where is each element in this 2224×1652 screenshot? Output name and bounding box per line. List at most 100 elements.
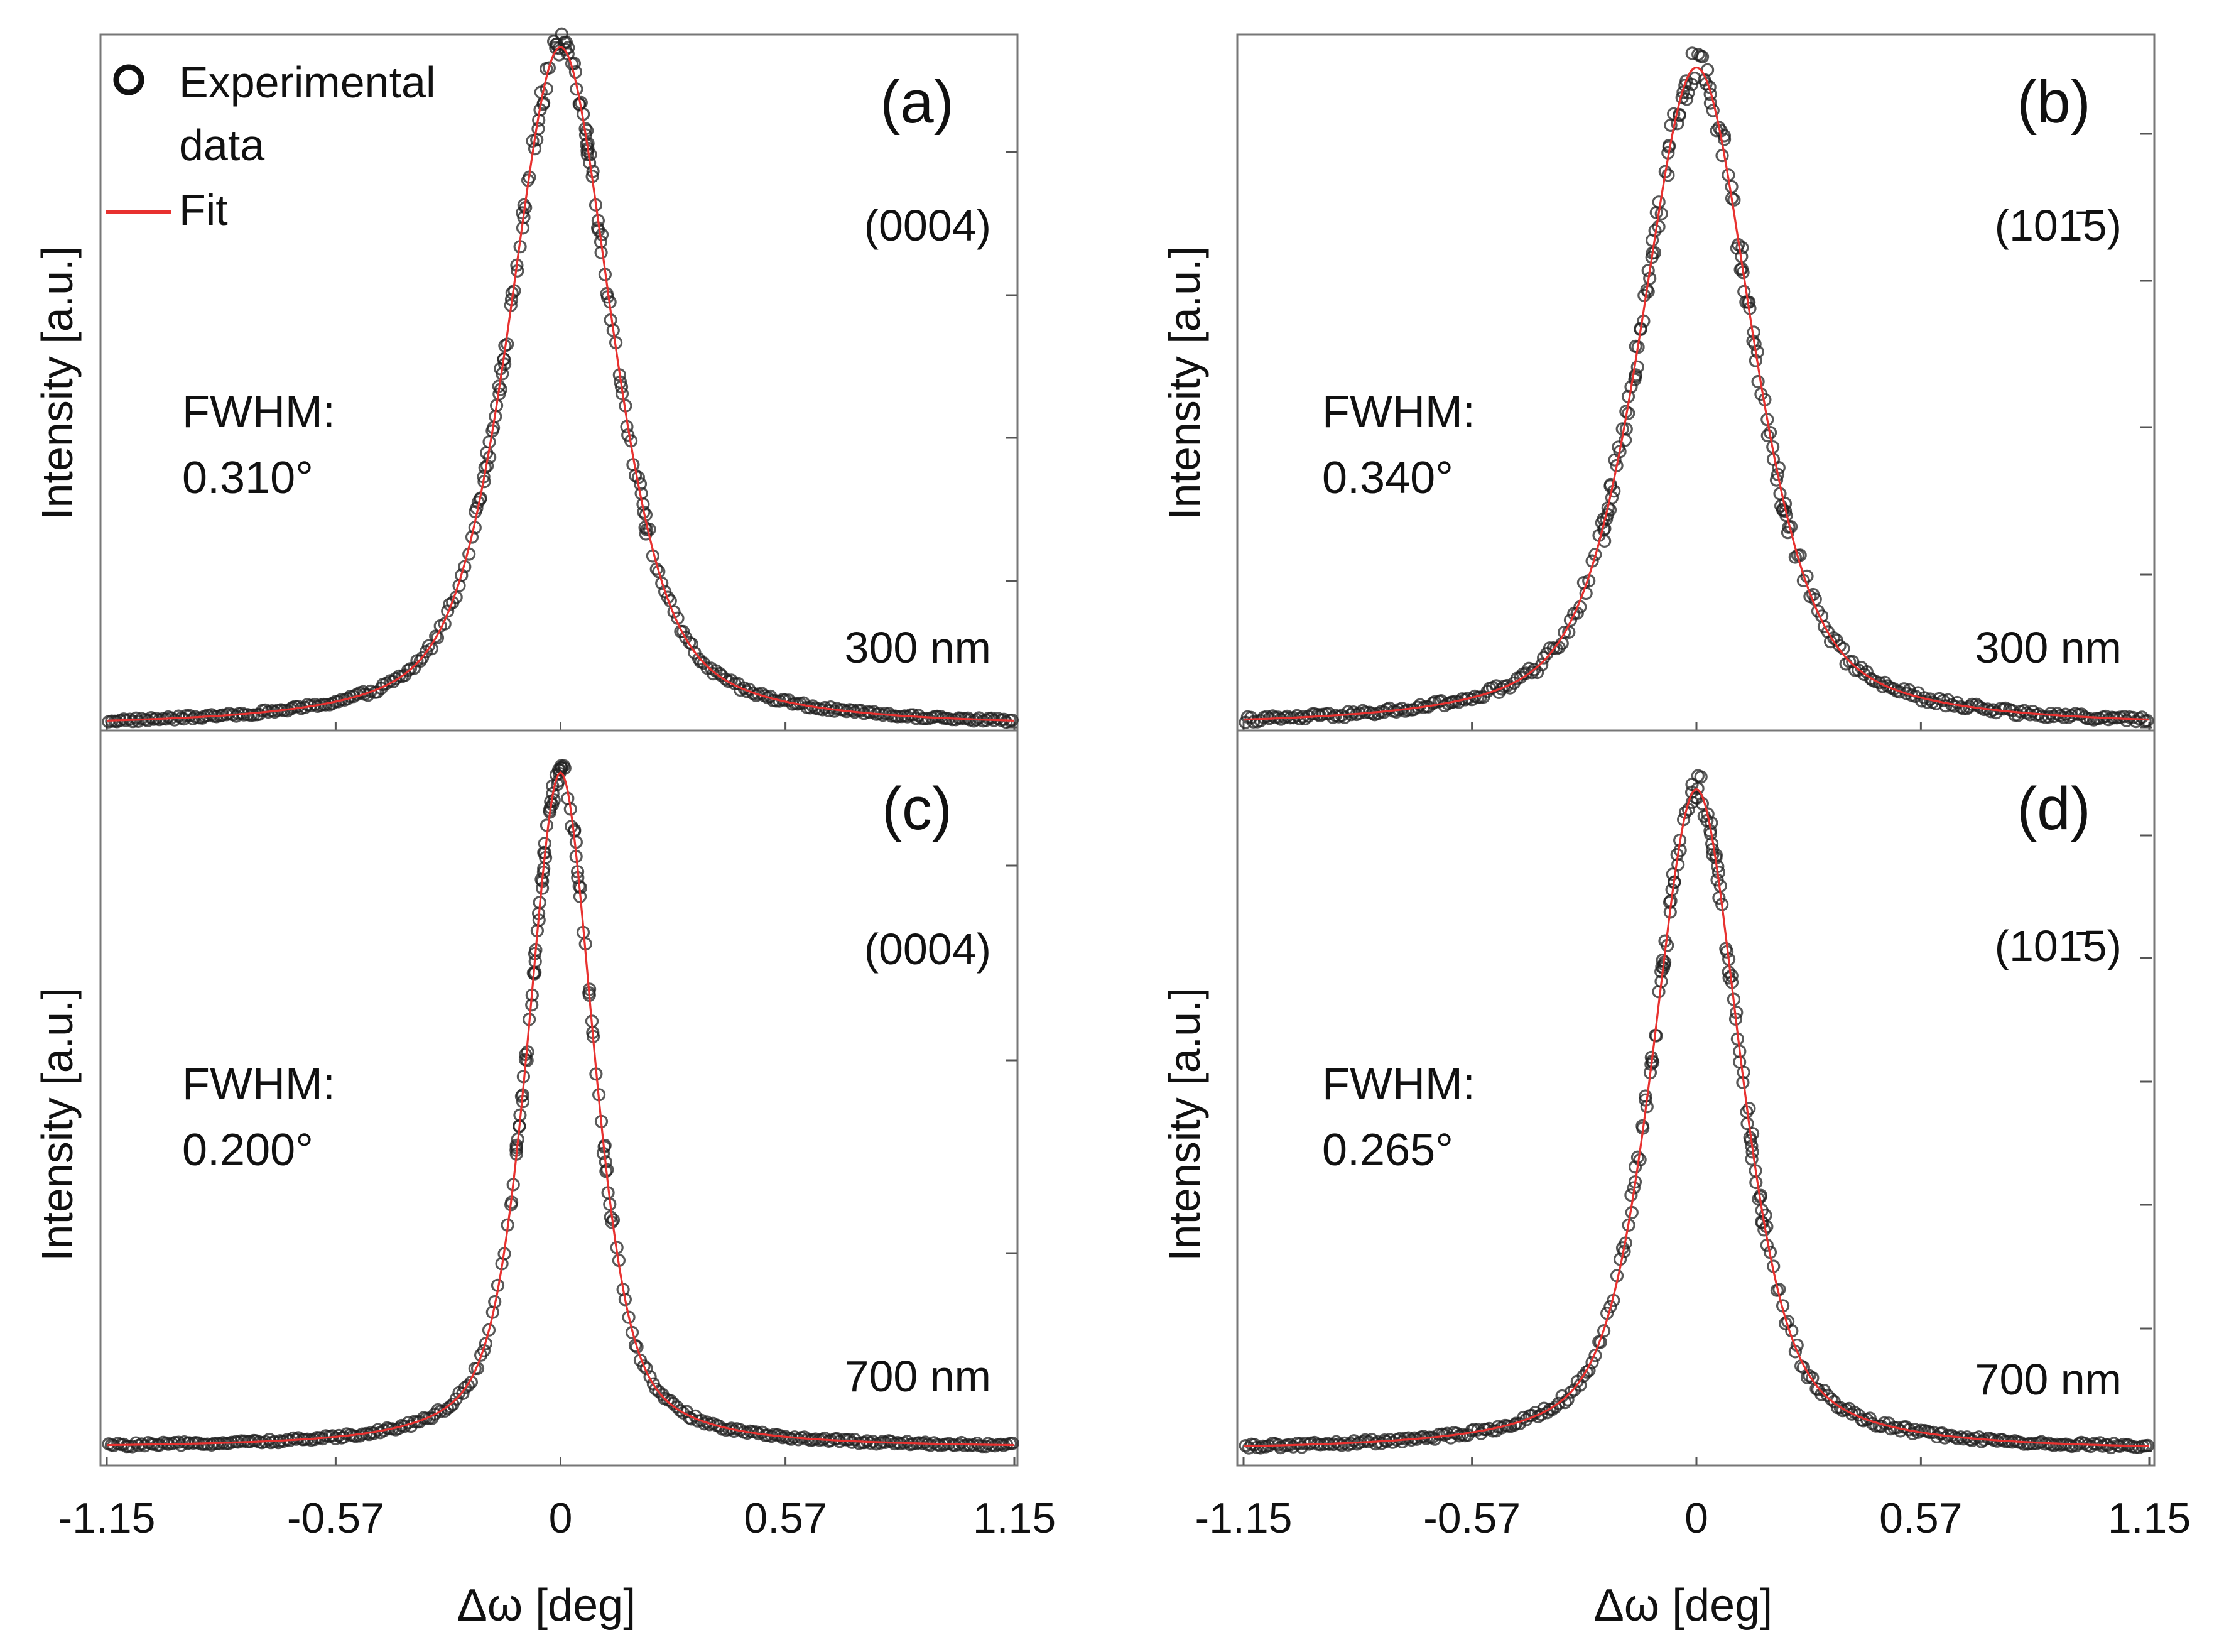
- data-point: [1563, 613, 1578, 627]
- data-point: [1500, 678, 1514, 693]
- data-point: [138, 1439, 152, 1453]
- panel-c-x-axis-label: Δω [deg]: [457, 1580, 636, 1631]
- data-point: [1984, 705, 1998, 719]
- panel-d-fwhm-label: FWHM:: [1322, 1059, 1475, 1109]
- data-point: [979, 1440, 993, 1454]
- data-point: [580, 124, 594, 138]
- panel-d-thickness: 700 nm: [1975, 1355, 2122, 1404]
- data-point: [1588, 548, 1602, 562]
- data-point: [1652, 220, 1666, 234]
- data-point: [1825, 1392, 1838, 1406]
- data-point: [461, 1379, 475, 1393]
- data-point: [639, 527, 653, 541]
- data-point: [1751, 374, 1765, 389]
- panel-d-x-ticks: -1.15 -0.57 0 0.57 1.15: [1195, 1457, 2191, 1542]
- data-point: [530, 133, 544, 147]
- panel-c-thickness: 700 nm: [845, 1352, 991, 1401]
- panel-c-x-ticks: -1.15 -0.57 0 0.57 1.15: [58, 1457, 1056, 1542]
- panel-b-thickness: 300 nm: [1975, 623, 2122, 672]
- panel-d-letter: (d): [2017, 775, 2090, 842]
- data-point: [479, 1337, 493, 1350]
- panel-a-y-ticks: [1006, 151, 1017, 729]
- legend-fit-label: Fit: [179, 185, 228, 234]
- panel-b: (b) (101̄5) FWHM: 0.340° 300 nm Intensit…: [1160, 33, 2156, 732]
- panel-a-x-ticks: [106, 722, 1016, 731]
- panel-a-y-axis-label: Intensity [a.u.]: [33, 246, 82, 520]
- data-point: [707, 666, 720, 681]
- data-point: [430, 631, 445, 644]
- data-point: [791, 1433, 805, 1447]
- data-point: [1685, 46, 1699, 60]
- panel-d-y-axis-label: Intensity [a.u.]: [1160, 987, 1209, 1261]
- panel-a-fwhm-label: FWHM:: [182, 387, 335, 437]
- data-point: [1597, 1324, 1611, 1338]
- panel-c-frame: [99, 729, 1019, 1467]
- data-point: [455, 568, 469, 582]
- data-point: [1771, 467, 1785, 481]
- data-point: [1845, 1407, 1859, 1421]
- data-point: [1939, 699, 1953, 713]
- panel-c-fwhm-value: 0.200°: [182, 1125, 313, 1175]
- data-point: [1685, 785, 1699, 799]
- data-point: [1899, 1420, 1912, 1434]
- fit-line: [1243, 66, 2150, 721]
- data-point: [622, 1310, 636, 1324]
- panel-d-fwhm-value: 0.265°: [1322, 1125, 1453, 1175]
- data-point: [540, 82, 553, 96]
- data-point: [630, 1340, 644, 1354]
- data-point: [540, 818, 554, 832]
- data-point: [1706, 104, 1720, 117]
- panel-c-x-tick-label: -1.15: [58, 1494, 156, 1542]
- panel-d-x-axis-label: Δω [deg]: [1594, 1580, 1772, 1631]
- data-point: [1630, 360, 1644, 374]
- panel-b-y-axis-label: Intensity [a.u.]: [1160, 246, 1209, 520]
- panel-c-fwhm-label: FWHM:: [182, 1059, 335, 1109]
- data-point: [1745, 1152, 1759, 1166]
- panel-d-x-tick-label: -1.15: [1195, 1494, 1293, 1542]
- data-point: [1873, 676, 1887, 690]
- data-point: [1603, 1300, 1617, 1314]
- data-point: [1685, 778, 1699, 791]
- data-point: [1588, 1349, 1602, 1362]
- data-point: [1629, 339, 1642, 354]
- panel-a: (a) (0004) FWHM: 0.310° 300 nm Intensity…: [33, 27, 1019, 732]
- panel-b-y-ticks: [2140, 133, 2152, 729]
- data-point: [1769, 473, 1784, 487]
- data-point: [830, 1432, 843, 1445]
- panel-c-letter: (c): [882, 775, 952, 842]
- legend-marker-icon: [113, 64, 144, 95]
- panel-a-reflection: (0004): [864, 201, 991, 250]
- data-point: [2059, 707, 2073, 721]
- data-point: [1800, 569, 1814, 584]
- panel-a-fwhm-value: 0.310°: [182, 453, 313, 503]
- data-point: [1725, 180, 1739, 193]
- data-point: [655, 576, 669, 590]
- panel-d-data: [1239, 769, 2155, 1455]
- panel-d-x-tick-label: 1.15: [2108, 1494, 2191, 1542]
- data-point: [1619, 433, 1632, 447]
- data-point: [1703, 96, 1717, 110]
- data-point: [168, 713, 182, 727]
- panel-a-data: [102, 27, 1019, 729]
- data-point: [676, 624, 690, 639]
- data-point: [421, 639, 436, 653]
- data-point: [1727, 193, 1741, 207]
- data-point: [1735, 241, 1749, 254]
- data-point: [1760, 428, 1774, 443]
- data-point: [126, 1440, 139, 1454]
- panel-b-data: [1239, 46, 2154, 729]
- panel-c-x-tick-label: 0: [549, 1494, 573, 1542]
- panel-b-reflection: (101̄5): [1995, 201, 2122, 250]
- data-point: [328, 1432, 342, 1445]
- data-point: [1517, 1410, 1531, 1425]
- panel-b-fwhm-label: FWHM:: [1322, 387, 1475, 437]
- panel-c-y-ticks: [1006, 864, 1017, 1449]
- data-point: [1603, 477, 1617, 492]
- data-point: [1624, 1188, 1638, 1202]
- data-point: [1607, 484, 1621, 498]
- panel-d-y-ticks: [2140, 834, 2152, 1452]
- data-point: [1608, 453, 1622, 467]
- data-point: [1628, 372, 1642, 386]
- data-point: [2120, 714, 2134, 727]
